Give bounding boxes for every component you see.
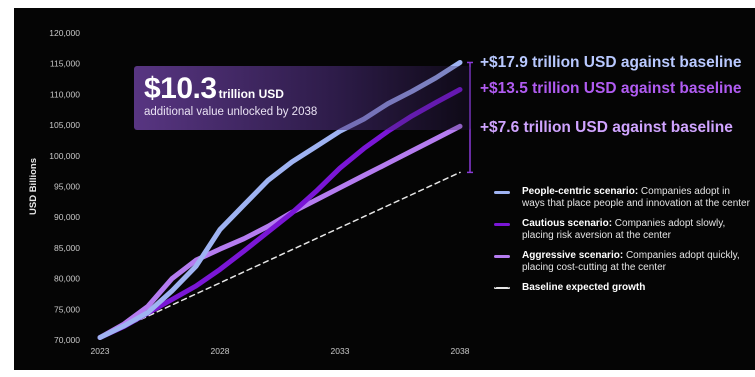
y-axis-label: USD Billions [28, 158, 39, 215]
x-tick-label: 2028 [211, 346, 230, 356]
legend-name: Aggressive scenario: [522, 250, 624, 261]
legend-swatch-people-centric [494, 191, 510, 194]
y-tick-label: 90,000 [54, 212, 80, 222]
y-tick-label: 105,000 [49, 120, 80, 130]
legend-swatch-baseline [494, 287, 510, 289]
y-tick-label: 75,000 [54, 304, 80, 314]
callout-unit: trillion USD [218, 87, 284, 101]
legend-desc: Companies adopt in ways that place peopl… [522, 186, 750, 209]
legend-item-cautious: Cautious scenario: Companies adopt slowl… [492, 218, 754, 241]
callout-amount: $10.3 [144, 72, 217, 105]
x-tick-label: 2038 [451, 346, 470, 356]
legend-desc: Companies adopt slowly, placing risk ave… [522, 218, 726, 241]
callout-subtitle: additional value unlocked by 2038 [144, 106, 318, 118]
legend-swatch-cautious [494, 223, 510, 226]
chart-legend: People-centric scenario: Companies adopt… [492, 186, 754, 303]
people-centric-gain-label: +$17.9 trillion USD against baseline [480, 54, 742, 71]
y-tick-label: 95,000 [54, 182, 80, 192]
legend-item-baseline: Baseline expected growth [492, 282, 754, 294]
legend-item-aggressive: Aggressive scenario: Companies adopt qui… [492, 250, 754, 273]
baseline-line [99, 171, 461, 339]
legend-name: Baseline expected growth [522, 282, 646, 293]
y-tick-label: 85,000 [54, 243, 80, 253]
y-tick-label: 110,000 [50, 89, 80, 99]
legend-item-people-centric: People-centric scenario: Companies adopt… [492, 186, 754, 209]
legend-desc: Companies adopt quickly, placing cost-cu… [522, 250, 740, 273]
y-tick-label: 115,000 [50, 59, 80, 69]
value-callout: $10.3 trillion USD additional value unloc… [134, 66, 471, 130]
cautious-gain-label: +$13.5 trillion USD against baseline [480, 80, 742, 97]
x-tick-label: 2033 [331, 346, 350, 356]
legend-swatch-aggressive [494, 255, 510, 258]
x-tick-label: 2023 [91, 346, 110, 356]
y-tick-label: 70,000 [54, 335, 80, 345]
legend-name: People-centric scenario: [522, 186, 639, 197]
aggressive-gain-label: +$7.6 trillion USD against baseline [480, 119, 733, 136]
y-tick-label: 120,000 [49, 28, 80, 38]
chart-canvas: USD Billions 70,000 75,000 80,000 85,000 90,0… [14, 8, 755, 370]
legend-name: Cautious scenario: [522, 218, 613, 229]
y-tick-label: 80,000 [54, 274, 80, 284]
y-tick-label: 100,000 [49, 151, 80, 161]
